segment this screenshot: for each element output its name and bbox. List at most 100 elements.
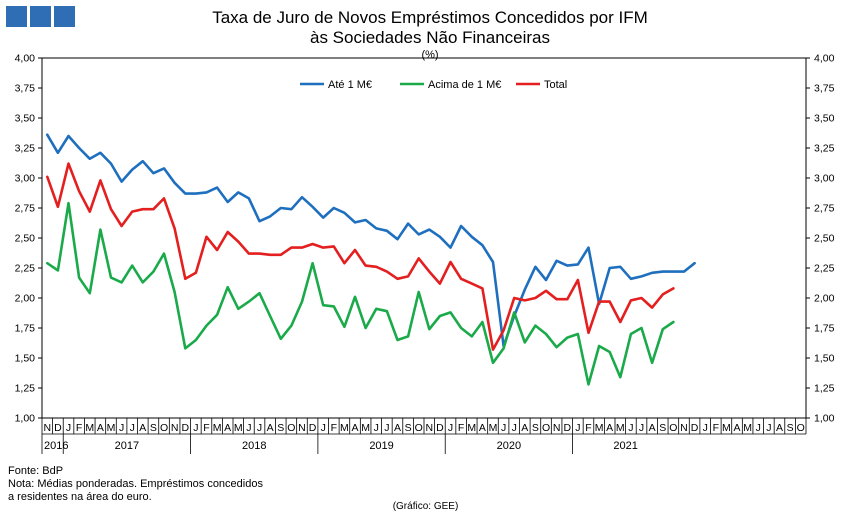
x-month-label: F — [458, 422, 464, 434]
x-month-label: J — [766, 422, 771, 434]
x-month-label: J — [119, 422, 124, 434]
y-tick-label-left: 1,00 — [15, 413, 36, 425]
x-month-label: J — [512, 422, 517, 434]
x-month-label: M — [213, 422, 222, 434]
x-month-label: F — [331, 422, 337, 434]
x-year-label: 2020 — [497, 440, 521, 452]
logo-square-2 — [30, 6, 51, 27]
x-month-label: J — [321, 422, 326, 434]
y-tick-label-left: 2,75 — [15, 203, 36, 215]
x-month-label: M — [85, 422, 94, 434]
y-tick-label-right: 3,25 — [814, 143, 835, 155]
x-month-label: J — [384, 422, 389, 434]
y-tick-label-right: 1,25 — [814, 383, 835, 395]
x-month-label: A — [267, 422, 274, 434]
x-month-label: J — [257, 422, 262, 434]
x-month-label: A — [521, 422, 528, 434]
x-month-label: N — [553, 422, 561, 434]
plot-frame — [41, 57, 807, 419]
x-month-label: M — [616, 422, 625, 434]
chart-title-line2: às Sociedades Não Financeiras — [309, 28, 551, 47]
x-month-label: J — [193, 422, 198, 434]
x-month-label: O — [669, 422, 677, 434]
x-month-label: A — [776, 422, 783, 434]
x-month-label: J — [130, 422, 135, 434]
x-month-label: A — [734, 422, 741, 434]
x-month-label: J — [575, 422, 580, 434]
legend-label-3: Total — [544, 79, 567, 91]
x-month-label: N — [426, 422, 434, 434]
source-note: Fonte: BdP — [8, 465, 64, 477]
legend-label-2: Acima de 1 M€ — [428, 79, 501, 91]
x-month-label: A — [139, 422, 146, 434]
y-tick-label-right: 4,00 — [814, 53, 835, 65]
x-month-label: S — [787, 422, 794, 434]
x-month-label: O — [415, 422, 423, 434]
x-month-label: M — [722, 422, 731, 434]
y-tick-label-right: 1,75 — [814, 323, 835, 335]
x-month-label: F — [203, 422, 209, 434]
x-month-label: N — [44, 422, 52, 434]
x-month-label: N — [298, 422, 306, 434]
x-month-label: M — [361, 422, 370, 434]
x-month-label: J — [448, 422, 453, 434]
x-year-label: 2016 — [44, 440, 68, 452]
x-month-label: J — [756, 422, 761, 434]
x-month-label: D — [54, 422, 62, 434]
x-year-label: 2019 — [369, 440, 393, 452]
x-month-label: S — [532, 422, 539, 434]
x-month-label: A — [394, 422, 401, 434]
x-month-label: D — [563, 422, 571, 434]
method-note-line1: Nota: Médias ponderadas. Empréstimos con… — [8, 478, 263, 490]
y-tick-label-right: 3,00 — [814, 173, 835, 185]
y-tick-label-left: 2,00 — [15, 293, 36, 305]
y-tick-label-right: 1,00 — [814, 413, 835, 425]
x-month-label: S — [659, 422, 666, 434]
x-month-label: J — [246, 422, 251, 434]
x-month-label: A — [606, 422, 613, 434]
x-month-label: F — [585, 422, 591, 434]
x-month-label: A — [649, 422, 656, 434]
y-tick-label-right: 2,50 — [814, 233, 835, 245]
series-line-3 — [45, 162, 675, 351]
y-tick-label-left: 3,25 — [15, 143, 36, 155]
x-month-label: A — [224, 422, 231, 434]
x-month-label: M — [743, 422, 752, 434]
y-tick-label-left: 3,75 — [15, 83, 36, 95]
y-tick-label-right: 3,50 — [814, 113, 835, 125]
y-tick-label-right: 2,25 — [814, 263, 835, 275]
x-month-label: N — [171, 422, 179, 434]
series-line-1 — [45, 133, 696, 348]
method-note-line2: a residentes na área do euro. — [8, 491, 152, 503]
x-month-label: D — [309, 422, 317, 434]
x-year-label: 2018 — [242, 440, 266, 452]
y-tick-label-right: 2,75 — [814, 203, 835, 215]
x-month-label: J — [639, 422, 644, 434]
y-tick-label-right: 2,00 — [814, 293, 835, 305]
legend-label-1: Até 1 M€ — [328, 79, 372, 91]
y-tick-label-left: 1,25 — [15, 383, 36, 395]
logo-square-3 — [54, 6, 75, 27]
series-line-2 — [45, 201, 675, 386]
y-tick-label-left: 4,00 — [15, 53, 36, 65]
x-month-label: F — [713, 422, 719, 434]
x-month-label: O — [542, 422, 550, 434]
x-month-label: O — [287, 422, 295, 434]
x-month-label: S — [277, 422, 284, 434]
y-tick-label-right: 1,50 — [814, 353, 835, 365]
y-tick-label-left: 3,00 — [15, 173, 36, 185]
y-tick-label-left: 2,50 — [15, 233, 36, 245]
x-year-label: 2017 — [115, 440, 139, 452]
chart-title: Taxa de Juro de Novos Empréstimos Conced… — [150, 8, 710, 48]
x-month-label: A — [352, 422, 359, 434]
x-month-label: D — [181, 422, 189, 434]
x-month-label: M — [595, 422, 604, 434]
x-month-label: M — [107, 422, 116, 434]
x-month-label: J — [501, 422, 506, 434]
x-month-label: J — [703, 422, 708, 434]
x-month-label: D — [691, 422, 699, 434]
x-month-label: S — [150, 422, 157, 434]
x-month-label: N — [680, 422, 688, 434]
x-month-label: O — [797, 422, 805, 434]
